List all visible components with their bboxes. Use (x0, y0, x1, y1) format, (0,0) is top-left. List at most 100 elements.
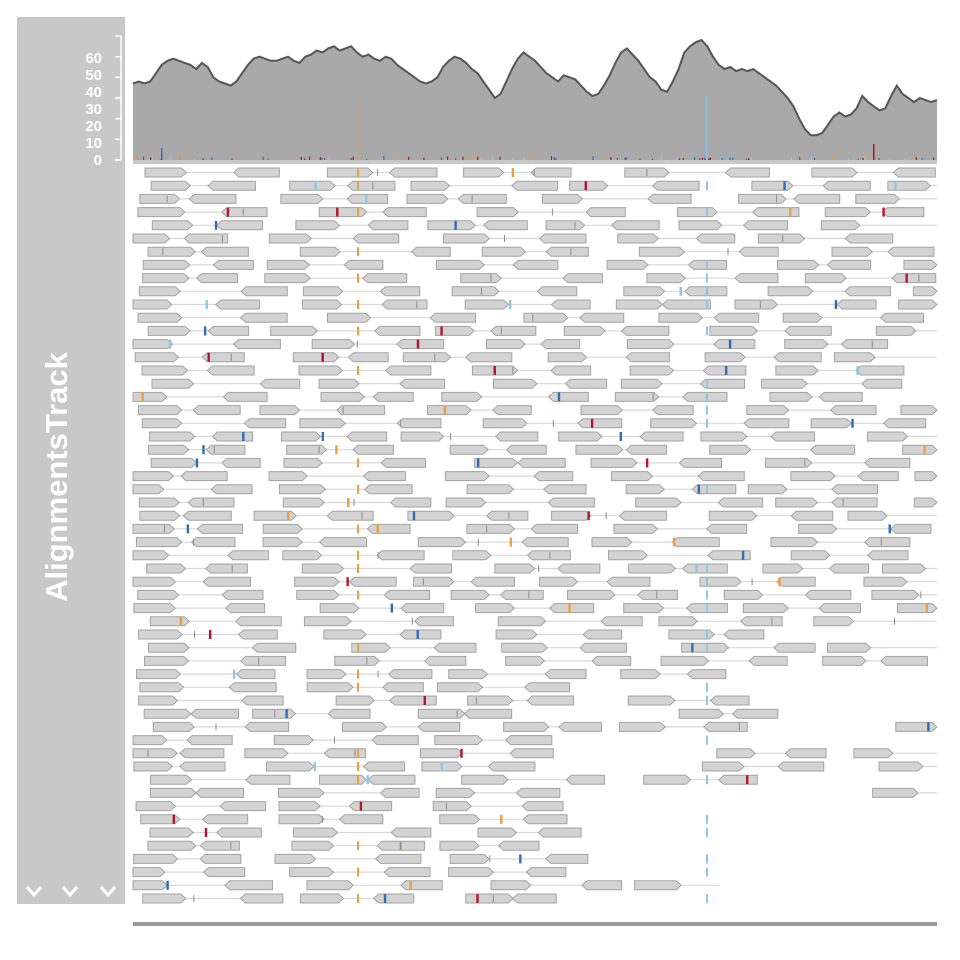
coverage-mismatch-bar (262, 156, 264, 160)
read (497, 616, 547, 627)
read (135, 537, 183, 548)
read (400, 431, 445, 442)
read-mismatch (445, 802, 447, 810)
read (463, 167, 505, 178)
read (547, 352, 588, 363)
read-mismatch (357, 841, 359, 851)
read (550, 365, 592, 376)
coverage-mismatch-bar (570, 158, 572, 160)
coverage-mismatch-bar (465, 157, 467, 160)
read (770, 537, 819, 548)
read-mismatch (443, 405, 447, 415)
coverage-mismatch-bar (639, 158, 641, 160)
read (302, 286, 344, 297)
chevron-down-icon[interactable] (25, 884, 43, 898)
read (512, 259, 559, 270)
read (278, 787, 325, 798)
read (137, 207, 186, 218)
read-mismatch (186, 524, 190, 534)
read (396, 339, 445, 350)
read (748, 655, 788, 666)
read (399, 629, 442, 640)
coverage-mismatch-bar (357, 103, 359, 160)
read (419, 748, 463, 759)
read (467, 695, 514, 706)
read (326, 167, 374, 178)
read (466, 484, 515, 495)
read-mismatch (679, 286, 682, 296)
read-mismatch (416, 339, 420, 349)
read (676, 207, 718, 218)
read-mismatch (925, 603, 928, 613)
read (627, 695, 676, 706)
read (864, 457, 911, 468)
coverage-mismatch-bar (921, 157, 923, 160)
read-mismatch (706, 735, 708, 745)
read (734, 299, 779, 310)
read (410, 180, 451, 191)
coverage-mismatch-bar (501, 157, 503, 160)
read (752, 207, 800, 218)
read-mismatch (584, 181, 588, 191)
read (220, 207, 268, 218)
read-mismatch (508, 512, 510, 520)
read-mismatch (528, 591, 530, 599)
read (831, 246, 874, 257)
read-mismatch (789, 207, 792, 217)
read-mismatch (512, 367, 514, 374)
read (187, 497, 235, 508)
read (709, 444, 752, 455)
coverage-mismatch-bar (470, 156, 472, 160)
read (303, 616, 352, 627)
read (262, 537, 304, 548)
coverage-mismatch-bar (888, 158, 891, 160)
read-mismatch (356, 340, 358, 348)
read-mismatch (894, 617, 896, 625)
read (483, 220, 528, 231)
read (590, 457, 638, 468)
read-mismatch (357, 484, 359, 494)
read-mismatch (422, 578, 424, 586)
coverage-mismatch-bar (802, 156, 805, 160)
read (137, 589, 180, 600)
read-mismatch (357, 894, 359, 903)
coverage-mismatch-bar (202, 158, 204, 160)
read (827, 642, 872, 653)
read-mismatch (166, 195, 168, 203)
read (822, 655, 867, 666)
read-mismatch (361, 512, 363, 520)
read (216, 827, 262, 838)
chevron-down-icon[interactable] (61, 884, 79, 898)
read-mismatch (357, 458, 359, 468)
read (466, 523, 516, 534)
read-mismatch (258, 657, 260, 665)
read (387, 669, 433, 680)
read-mismatch (706, 775, 708, 785)
read-mismatch (162, 248, 164, 256)
read-mismatch (500, 814, 503, 824)
read (606, 259, 649, 270)
chevron-down-icon[interactable] (99, 884, 117, 898)
coverage-mismatch-bar (462, 156, 464, 160)
coverage-mismatch-bar (745, 158, 748, 160)
read (701, 761, 745, 772)
read-mismatch (918, 274, 920, 282)
read (449, 444, 489, 455)
read (144, 655, 190, 666)
read (629, 365, 675, 376)
read (887, 246, 935, 257)
read-mismatch (440, 326, 443, 336)
read (388, 695, 437, 706)
coverage-mismatch-bar (309, 156, 311, 160)
read (784, 339, 829, 350)
coverage-area-fill (133, 40, 937, 160)
coverage-mismatch-bar (303, 158, 306, 160)
coverage-mismatch-bar (259, 156, 261, 160)
coverage-mismatch-bar (705, 158, 707, 160)
read-mismatch (357, 181, 359, 191)
read (717, 497, 764, 508)
read-mismatch (645, 458, 649, 468)
read (143, 708, 192, 719)
read (544, 853, 589, 864)
coverage-mismatch-bar (625, 156, 627, 160)
